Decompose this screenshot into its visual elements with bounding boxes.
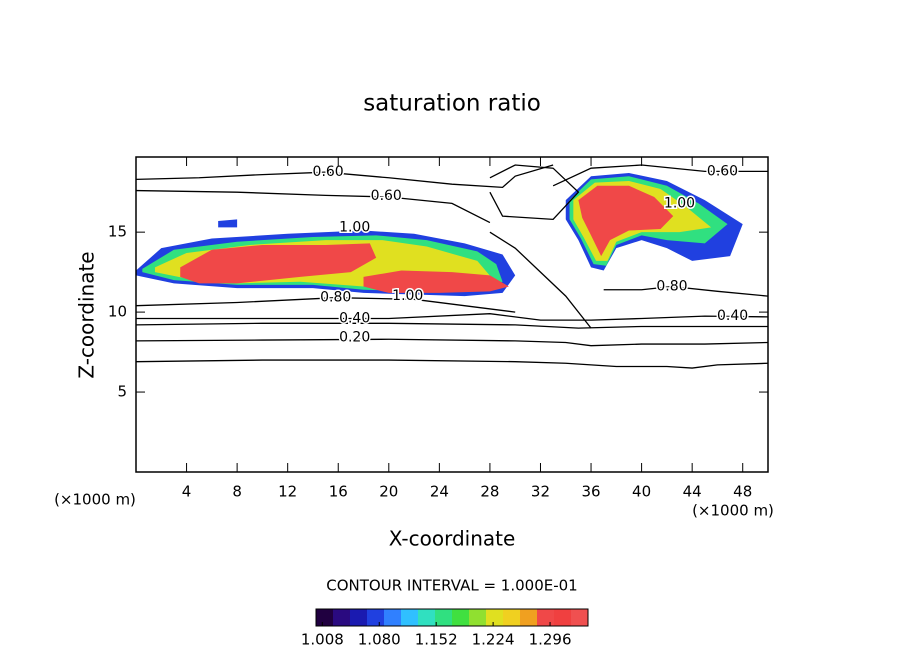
colorbar-label: 1.296 bbox=[529, 631, 572, 649]
colorbar-swatch bbox=[452, 609, 470, 626]
contour-label: 0.60 bbox=[313, 164, 344, 180]
contour-line bbox=[136, 313, 769, 321]
colorbar-swatch bbox=[418, 609, 436, 626]
x-tick-label: 28 bbox=[480, 483, 499, 501]
x-tick-label: 48 bbox=[733, 483, 752, 501]
contour-label: 0.80 bbox=[320, 290, 351, 306]
colorbar-swatch bbox=[350, 609, 368, 626]
plot-frame bbox=[135, 156, 769, 473]
x-tick-label: 40 bbox=[632, 483, 651, 501]
contour-line bbox=[489, 231, 592, 329]
colorbar-swatch bbox=[554, 609, 572, 626]
y-tick-label: 5 bbox=[117, 383, 127, 401]
contour-label: 0.40 bbox=[717, 308, 748, 324]
colorbar-swatch bbox=[486, 609, 504, 626]
shaded-region bbox=[363, 270, 509, 293]
contour-label: 1.00 bbox=[392, 288, 423, 304]
x-unit-label: (×1000 m) bbox=[692, 502, 774, 520]
contour-label: 0.40 bbox=[339, 310, 370, 326]
contour-line bbox=[603, 285, 769, 297]
colorbar-swatch bbox=[367, 609, 385, 626]
contour-label: 1.00 bbox=[339, 219, 370, 235]
colorbar-label: 1.008 bbox=[301, 631, 344, 649]
contour-label: 1.00 bbox=[664, 195, 695, 211]
x-tick-label: 20 bbox=[379, 483, 398, 501]
colorbar-label: 1.152 bbox=[415, 631, 458, 649]
contour-line bbox=[135, 164, 554, 189]
x-tick-label: 24 bbox=[430, 483, 449, 501]
contour-label: 0.80 bbox=[656, 279, 687, 295]
contour-label: 0.60 bbox=[371, 188, 402, 204]
colorbar-swatch bbox=[571, 609, 589, 626]
x-tick-label: 8 bbox=[232, 483, 242, 501]
x-tick-label: 16 bbox=[329, 483, 348, 501]
contour-label: 0.60 bbox=[707, 163, 738, 179]
colorbar-swatch bbox=[401, 609, 419, 626]
y-tick-label: 10 bbox=[108, 303, 127, 321]
colorbar-swatch bbox=[537, 609, 555, 626]
x-tick-label: 4 bbox=[182, 483, 192, 501]
contour-label: 0.20 bbox=[339, 330, 370, 346]
x-tick-label: 36 bbox=[581, 483, 600, 501]
chart-title: saturation ratio bbox=[363, 91, 541, 117]
colorbar-swatch bbox=[469, 609, 487, 626]
contour-line bbox=[135, 322, 768, 329]
x-tick-label: 32 bbox=[531, 483, 550, 501]
shaded-region bbox=[578, 185, 674, 257]
colorbar-swatch bbox=[333, 609, 351, 626]
x-tick-label: 12 bbox=[278, 483, 297, 501]
colorbar-swatch bbox=[520, 609, 538, 626]
x-axis-title: X-coordinate bbox=[389, 527, 516, 551]
contour-line bbox=[135, 338, 769, 347]
y-tick-label: 15 bbox=[108, 223, 127, 241]
colorbar-swatch bbox=[384, 609, 402, 626]
shaded-region bbox=[218, 219, 238, 228]
y-axis-title: Z-coordinate bbox=[75, 251, 99, 378]
contour-line bbox=[135, 189, 491, 224]
y-unit-label: (×1000 m) bbox=[54, 491, 136, 509]
contour-line bbox=[135, 297, 516, 313]
colorbar-swatch bbox=[503, 609, 521, 626]
contour-interval: CONTOUR INTERVAL = 1.000E-01 bbox=[326, 577, 577, 595]
colorbar-swatch bbox=[435, 609, 453, 626]
colorbar-label: 1.080 bbox=[358, 631, 401, 649]
colorbar-label: 1.224 bbox=[472, 631, 515, 649]
x-tick-label: 44 bbox=[683, 483, 702, 501]
colorbar-swatch bbox=[316, 609, 334, 626]
contour-line bbox=[489, 164, 580, 221]
contour-line bbox=[135, 359, 769, 369]
shaded-region bbox=[180, 243, 377, 284]
colorbar-frame bbox=[315, 608, 589, 627]
